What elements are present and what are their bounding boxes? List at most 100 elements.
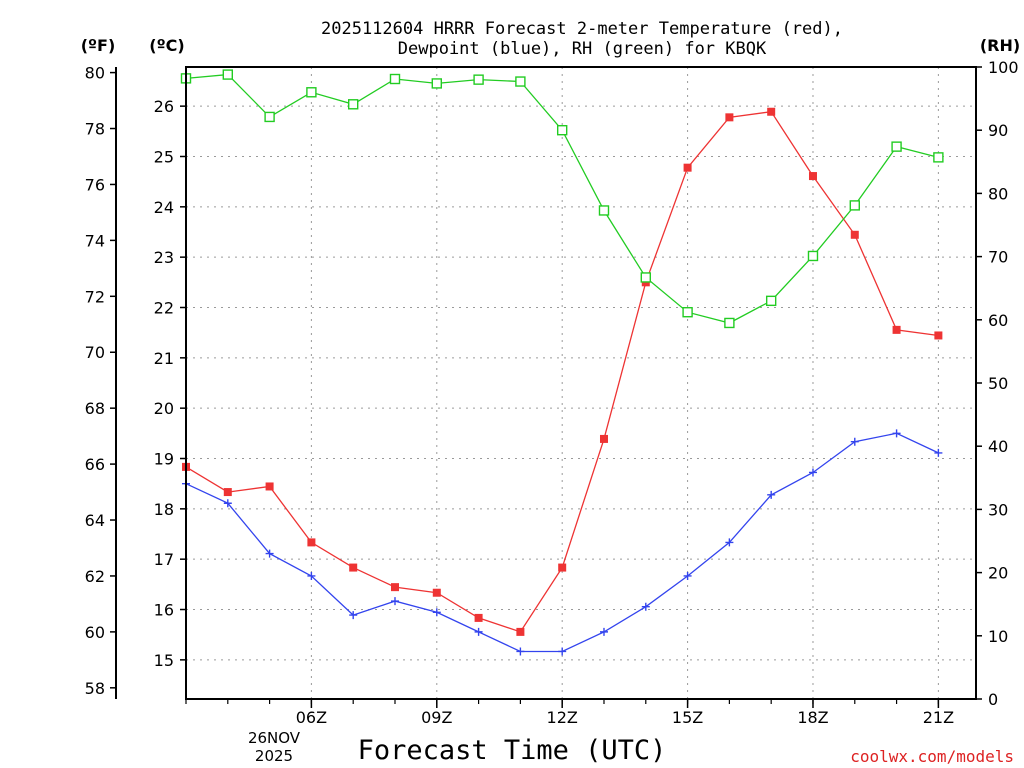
y-tick-label-fahrenheit: 58 [85, 679, 105, 698]
dewpoint-point [516, 647, 525, 656]
temperature-point [850, 230, 859, 239]
y-tick-label-celsius: 21 [154, 349, 174, 368]
relative-humidity-point [765, 295, 777, 307]
y-tick-label-celsius: 25 [154, 147, 174, 166]
axes: 58 60 62 64 66 68 70 72 74 76 78 80 15 16 17 18 19 20 21 22… [85, 58, 1019, 727]
temperature-point [432, 588, 441, 597]
y-tick-label-fahrenheit: 80 [85, 64, 105, 83]
unit-label-fahrenheit: (ºF) [81, 36, 116, 55]
dewpoint-point [432, 608, 441, 617]
unit-label-rh: (RH) [980, 36, 1020, 55]
y-tick-label-rh: 100 [988, 58, 1019, 77]
y-tick-label-rh: 60 [988, 311, 1008, 330]
y-tick-label-rh: 30 [988, 500, 1008, 519]
temperature-point [934, 331, 943, 340]
x-tick-label: 21Z [923, 708, 954, 727]
relative-humidity-point [724, 317, 735, 329]
relative-humidity-point [389, 73, 401, 85]
temperature-point [808, 172, 817, 181]
temperature-point [223, 488, 232, 497]
temperature-point [265, 482, 274, 491]
y-tick-label-fahrenheit: 66 [85, 455, 105, 474]
x-tick-label: 06Z [296, 708, 327, 727]
chart-title-line-2: Dewpoint (blue), RH (green) for KBQK [398, 39, 767, 59]
y-tick-label-fahrenheit: 74 [85, 231, 105, 250]
dewpoint-point [850, 437, 859, 446]
dewpoint-point [390, 597, 399, 606]
relative-humidity-point [807, 250, 819, 262]
y-tick-label-celsius: 19 [154, 450, 174, 469]
y-tick-label-fahrenheit: 78 [85, 120, 105, 139]
unit-label-celsius: (ºC) [149, 36, 184, 55]
temperature-point [683, 163, 692, 172]
y-tick-label-celsius: 26 [154, 97, 174, 116]
dewpoint-point [808, 468, 817, 477]
y-tick-label-celsius: 20 [154, 399, 174, 418]
plot-frame [185, 66, 977, 700]
x-tick-label: 18Z [797, 708, 828, 727]
dewpoint-point [767, 490, 776, 499]
x-axis-title: Forecast Time (UTC) [358, 735, 667, 766]
dewpoint-point [474, 627, 483, 636]
chart-title-line-1: 2025112604 HRRR Forecast 2-meter Tempera… [321, 19, 843, 39]
y-tick-label-rh: 0 [988, 690, 998, 709]
y-tick-label-rh: 80 [988, 184, 1008, 203]
temperature-point [349, 563, 358, 572]
dewpoint-point [683, 571, 692, 580]
y-tick-label-fahrenheit: 60 [85, 623, 105, 642]
y-tick-label-fahrenheit: 72 [85, 287, 105, 306]
relative-humidity-point [431, 78, 442, 89]
relative-humidity-point [556, 124, 568, 136]
temperature-point [516, 627, 525, 636]
relative-humidity-point [640, 272, 651, 283]
temperature-point [599, 434, 608, 443]
gridlines [186, 67, 976, 699]
temperature-point [558, 563, 567, 572]
y-tick-label-celsius: 17 [154, 550, 174, 569]
y-tick-label-celsius: 23 [154, 248, 174, 267]
relative-humidity-point [222, 69, 233, 80]
temperature-point [390, 583, 399, 592]
dewpoint-point [641, 602, 650, 611]
dewpoint-point [725, 538, 734, 547]
relative-humidity-point [849, 200, 860, 211]
date-label-year: 2025 [255, 747, 293, 765]
date-label-day: 26NOV [248, 729, 301, 747]
y-tick-label-fahrenheit: 62 [85, 567, 105, 586]
relative-humidity-point [682, 307, 693, 318]
y-tick-label-rh: 70 [988, 248, 1008, 267]
y-tick-label-fahrenheit: 68 [85, 399, 105, 418]
relative-humidity-point [598, 205, 610, 216]
x-tick-label: 09Z [421, 708, 452, 727]
y-tick-label-fahrenheit: 64 [85, 511, 105, 530]
y-tick-label-rh: 90 [988, 121, 1008, 140]
dewpoint-point [934, 448, 943, 457]
y-tick-label-celsius: 22 [154, 298, 174, 317]
relative-humidity-point [473, 74, 484, 85]
relative-humidity-point [306, 87, 317, 98]
y-tick-label-rh: 50 [988, 374, 1008, 393]
temperature-point [307, 538, 316, 547]
relative-humidity-point [515, 76, 526, 87]
dewpoint-point [558, 647, 567, 656]
temperature-point [767, 107, 776, 116]
x-tick-label: 15Z [672, 708, 703, 727]
relative-humidity-point [933, 152, 944, 163]
y-tick-label-celsius: 15 [154, 651, 174, 670]
dewpoint-point [223, 499, 232, 508]
dewpoint-point [892, 429, 901, 438]
relative-humidity-point [891, 141, 902, 152]
x-tick-label: 12Z [547, 708, 578, 727]
y-tick-label-fahrenheit: 76 [85, 175, 105, 194]
temperature-point [892, 325, 901, 334]
dewpoint-point [307, 571, 316, 580]
y-tick-label-rh: 20 [988, 564, 1008, 583]
y-tick-label-celsius: 18 [154, 500, 174, 519]
y-tick-label-rh: 10 [988, 627, 1008, 646]
temperature-point [725, 113, 734, 122]
y-tick-label-celsius: 16 [154, 601, 174, 620]
relative-humidity-point [264, 111, 275, 123]
y-tick-label-fahrenheit: 70 [85, 343, 105, 362]
y-tick-label-rh: 40 [988, 437, 1008, 456]
